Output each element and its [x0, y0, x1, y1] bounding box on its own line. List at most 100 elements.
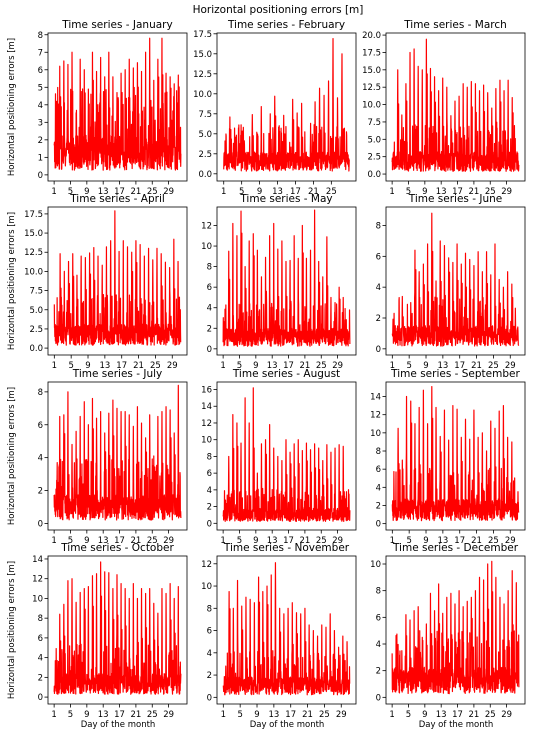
- x-tick-label: 21: [299, 536, 310, 546]
- series-line: [391, 212, 520, 347]
- x-tick-label: 29: [167, 361, 178, 371]
- x-tick-label: 21: [130, 536, 141, 546]
- y-tick-label: 12: [201, 560, 212, 570]
- y-tick-label: 12.5: [24, 248, 43, 258]
- series-line: [222, 387, 351, 522]
- series-line: [53, 384, 182, 521]
- y-tick-label: 10.0: [193, 90, 212, 100]
- x-tick-label: 21: [133, 361, 144, 371]
- y-tick-label: 10: [32, 594, 43, 604]
- y-tick-label: 5.0: [367, 135, 381, 145]
- plot-frame: [47, 206, 188, 356]
- x-tick-label: 1: [221, 187, 226, 197]
- x-tick-label: 25: [488, 536, 499, 546]
- x-tick-label: 25: [319, 710, 330, 720]
- x-tick-label: 25: [316, 361, 327, 371]
- y-axis-label-row-3: Horizontal positioning errors [m]: [7, 387, 17, 525]
- subplot-title: Time series - May: [239, 193, 332, 205]
- x-tick-label: 9: [85, 361, 90, 371]
- y-tick-label: 2: [376, 501, 381, 511]
- y-tick-label: 8: [376, 587, 381, 597]
- y-tick-label: 15.0: [193, 50, 212, 60]
- x-tick-label: 21: [468, 187, 479, 197]
- y-tick-label: 2: [38, 487, 43, 497]
- y-tick-label: 20.0: [362, 31, 381, 41]
- x-tick-label: 17: [114, 536, 125, 546]
- subplot-title: Time series - June: [408, 193, 502, 205]
- x-tick-label: 25: [316, 536, 327, 546]
- y-tick-label: 10.0: [362, 101, 381, 111]
- x-tick-label: 29: [501, 187, 512, 197]
- subplot-8: Time series - August 0 2 4 6 8 10 12 14 16 1 5 9 13 17…: [201, 368, 357, 546]
- x-tick-label: 13: [267, 361, 278, 371]
- y-tick-label: 2: [207, 324, 212, 334]
- x-tick-label: 21: [302, 710, 313, 720]
- y-tick-label: 6: [376, 613, 381, 623]
- plot-frame: [47, 32, 188, 182]
- y-tick-label: 2: [376, 314, 381, 324]
- plot-frame: [47, 381, 188, 531]
- x-tick-label: 17: [285, 710, 296, 720]
- y-tick-label: 2: [207, 503, 212, 513]
- x-tick-label: 1: [51, 710, 56, 720]
- x-tick-label: 13: [98, 536, 109, 546]
- x-tick-label: 21: [471, 536, 482, 546]
- x-tick-label: 13: [98, 710, 109, 720]
- y-tick-label: 12.5: [362, 83, 381, 93]
- subplot-title: Time series - March: [403, 19, 507, 31]
- y-tick-label: 8: [376, 222, 381, 232]
- x-tick-label: 5: [237, 710, 242, 720]
- x-tick-label: 25: [488, 361, 499, 371]
- x-tick-label: 1: [221, 710, 226, 720]
- y-tick-label: 0: [38, 693, 43, 703]
- subplot-11: Time series - November 0 2 4 6 8 10 12 1 5 9 13 17 21…: [201, 542, 357, 720]
- x-tick-label: 9: [423, 536, 428, 546]
- x-tick-label: 5: [68, 187, 73, 197]
- plot-frame: [385, 555, 526, 705]
- y-tick-label: 3: [38, 118, 43, 128]
- x-tick-label: 17: [452, 187, 463, 197]
- y-tick-label: 8: [207, 263, 212, 273]
- series-line: [223, 38, 350, 172]
- x-tick-label: 9: [254, 710, 259, 720]
- x-tick-label: 29: [505, 536, 516, 546]
- y-tick-label: 4: [38, 454, 43, 464]
- x-tick-label: 5: [68, 710, 73, 720]
- subplot-10: Time series - October 0 2 4 6 8 10 12 14 1 5 9 13 17 2…: [32, 542, 188, 720]
- y-tick-label: 14: [32, 555, 43, 565]
- subplot-title: Time series - July: [72, 368, 162, 380]
- x-tick-label: 29: [332, 361, 343, 371]
- y-tick-label: 4: [207, 649, 212, 659]
- x-axis-label-col-3: Day of the month: [419, 720, 494, 730]
- y-tick-label: 6: [376, 465, 381, 475]
- y-tick-label: 2.5: [367, 153, 381, 163]
- x-tick-label: 21: [308, 187, 319, 197]
- x-tick-label: 9: [253, 536, 258, 546]
- x-tick-label: 21: [130, 187, 141, 197]
- x-tick-label: 1: [390, 361, 395, 371]
- y-tick-label: 0.0: [29, 344, 43, 354]
- x-tick-label: 29: [332, 536, 343, 546]
- y-tick-label: 4: [207, 486, 212, 496]
- x-tick-label: 13: [99, 361, 110, 371]
- subplot-title: Time series - September: [390, 368, 520, 380]
- y-tick-label: 6: [207, 627, 212, 637]
- y-tick-label: 10: [370, 560, 381, 570]
- x-tick-label: 5: [237, 361, 242, 371]
- x-tick-label: 13: [268, 710, 279, 720]
- subplot-title: Time series - April: [69, 193, 165, 205]
- subplot-6: Time series - June 0 2 4 6 8 1 5 9 13 17 21 25 29: [376, 193, 526, 371]
- x-tick-label: 5: [406, 710, 411, 720]
- x-tick-label: 5: [406, 536, 411, 546]
- y-tick-label: 12: [32, 575, 43, 585]
- x-tick-label: 17: [290, 187, 301, 197]
- series-line: [222, 562, 351, 696]
- y-tick-label: 6: [38, 66, 43, 76]
- y-tick-label: 0: [207, 345, 212, 355]
- subplot-3: Time series - March 0.0 2.5 5.0 7.5 10.0 12.5 1…: [362, 19, 526, 197]
- x-tick-label: 13: [272, 187, 283, 197]
- y-tick-label: 8: [38, 614, 43, 624]
- series-line: [391, 385, 520, 522]
